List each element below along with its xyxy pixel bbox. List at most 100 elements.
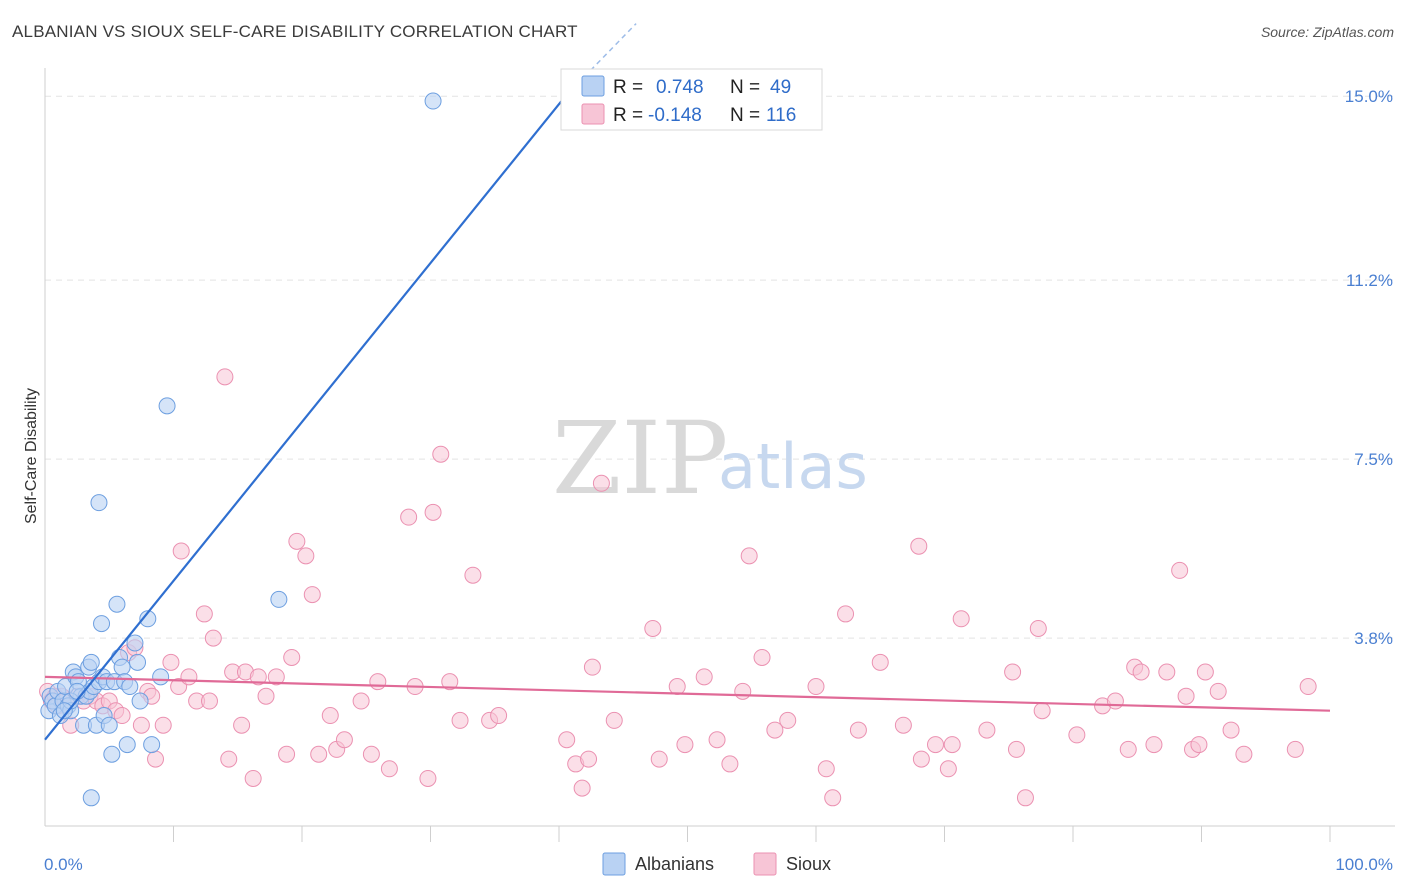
sioux-point xyxy=(362,745,380,763)
sioux-point xyxy=(939,760,957,778)
sioux-point xyxy=(912,750,930,768)
x-tick-label: 0.0% xyxy=(44,855,83,874)
y-tick-label: 7.5% xyxy=(1354,450,1393,469)
legend-albanians-n-label: N = xyxy=(730,77,760,98)
sioux-point xyxy=(369,673,387,691)
sioux-point xyxy=(204,629,222,647)
bottom-legend: Albanians Sioux xyxy=(602,852,831,876)
sioux-point xyxy=(837,605,855,623)
sioux-point xyxy=(644,619,662,637)
grid-lines xyxy=(45,95,1395,639)
sioux-point xyxy=(668,678,686,696)
legend-swatch-albanians xyxy=(581,75,605,97)
legend-albanians-n-value: 49 xyxy=(770,77,791,98)
albanian-point xyxy=(93,615,111,633)
sioux-point xyxy=(1033,702,1051,720)
y-axis-label: Self-Care Disability xyxy=(23,388,40,524)
legend-sioux-n-value: 116 xyxy=(766,105,796,126)
sioux-point xyxy=(927,736,945,754)
sioux-point xyxy=(352,692,370,710)
sioux-point xyxy=(583,658,601,676)
sioux-point xyxy=(154,716,172,734)
bottom-legend-swatch-sioux xyxy=(753,852,777,876)
albanians-trend-line xyxy=(44,95,567,741)
sioux-point xyxy=(592,474,610,492)
albanian-point xyxy=(424,92,442,110)
sioux-point xyxy=(310,745,328,763)
bottom-legend-sioux: Sioux xyxy=(786,854,831,874)
albanian-point xyxy=(55,702,73,720)
legend-sioux-n-label: N = xyxy=(730,105,760,126)
albanian-point xyxy=(100,716,118,734)
sioux-point xyxy=(424,503,442,521)
sioux-point xyxy=(400,508,418,526)
albanian-point xyxy=(82,653,100,671)
sioux-point xyxy=(766,721,784,739)
sioux-point xyxy=(1222,721,1240,739)
sioux-point xyxy=(952,610,970,628)
sioux-point xyxy=(283,648,301,666)
bottom-legend-swatch-albanians xyxy=(602,852,626,876)
trend-lines xyxy=(44,23,1331,741)
sioux-point xyxy=(1132,663,1150,681)
y-tick-labels: 3.8% 7.5% 11.2% 15.0% xyxy=(1345,87,1393,648)
sioux-point xyxy=(1235,745,1253,763)
sioux-point xyxy=(871,653,889,671)
sioux-point xyxy=(1119,740,1137,758)
albanian-point xyxy=(152,668,170,686)
sioux-point xyxy=(734,682,752,700)
chart-title: ALBANIAN VS SIOUX SELF-CARE DISABILITY C… xyxy=(12,22,578,41)
sioux-point xyxy=(676,736,694,754)
sioux-point xyxy=(580,750,598,768)
albanian-point xyxy=(131,692,149,710)
sioux-point xyxy=(1004,663,1022,681)
x-tick-labels: 0.0% 100.0% xyxy=(44,855,1393,874)
sioux-point xyxy=(978,721,996,739)
watermark-zip: ZIP xyxy=(552,400,728,517)
legend-sioux-r-label: R = xyxy=(613,105,643,126)
bottom-legend-albanians: Albanians xyxy=(635,854,714,874)
sioux-point xyxy=(451,711,469,729)
albanian-point xyxy=(82,789,100,807)
albanian-point xyxy=(158,397,176,415)
legend-box: R = 0.748 N = 49 R = -0.148 N = 116 xyxy=(560,68,823,131)
sioux-point xyxy=(180,668,198,686)
sioux-point xyxy=(721,755,739,773)
sioux-point xyxy=(708,731,726,749)
x-tick-label: 100.0% xyxy=(1335,855,1393,874)
sioux-point xyxy=(894,716,912,734)
source-label: Source: ZipAtlas.com xyxy=(1260,24,1394,40)
albanian-point xyxy=(113,658,131,676)
albanian-point xyxy=(121,678,139,696)
albanian-point xyxy=(126,634,144,652)
sioux-point xyxy=(380,760,398,778)
sioux-point xyxy=(216,368,234,386)
sioux-point xyxy=(558,731,576,749)
albanian-point xyxy=(139,610,157,628)
legend-swatch-sioux xyxy=(581,103,605,125)
legend-albanians-r-label: R = xyxy=(613,77,643,98)
sioux-point xyxy=(1016,789,1034,807)
y-tick-label: 3.8% xyxy=(1354,629,1393,648)
sioux-point xyxy=(779,711,797,729)
sioux-point xyxy=(132,716,150,734)
sioux-point xyxy=(303,586,321,604)
sioux-point xyxy=(297,547,315,565)
albanian-point xyxy=(129,653,147,671)
sioux-point xyxy=(943,736,961,754)
albanian-point xyxy=(103,745,121,763)
legend-albanians-r-value: 0.748 xyxy=(656,77,704,98)
sioux-point xyxy=(1177,687,1195,705)
sioux-point xyxy=(244,769,262,787)
albanian-point xyxy=(108,595,126,613)
sioux-point xyxy=(195,605,213,623)
sioux-point xyxy=(1068,726,1086,744)
sioux-point xyxy=(441,673,459,691)
sioux-point xyxy=(1190,736,1208,754)
sioux-point xyxy=(695,668,713,686)
sioux-point xyxy=(200,692,218,710)
sioux-point xyxy=(1158,663,1176,681)
sioux-point xyxy=(817,760,835,778)
albanian-point xyxy=(118,736,136,754)
